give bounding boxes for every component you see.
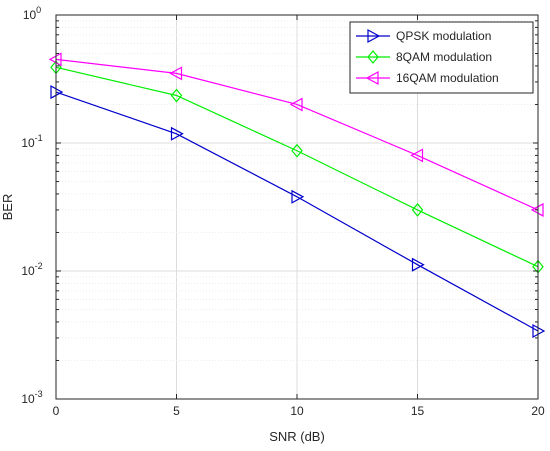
y-axis-label: BER: [0, 194, 15, 221]
x-tick-label: 20: [531, 404, 545, 418]
legend-marker: [367, 28, 381, 44]
x-tick-label: 15: [411, 404, 425, 418]
data-point: [170, 88, 183, 103]
x-tick-label: 0: [53, 404, 60, 418]
data-point: [291, 143, 303, 158]
legend-entry: 8QAM modulation: [356, 50, 492, 64]
series-line: [55, 91, 539, 332]
legend-marker: [365, 70, 379, 86]
y-tick-label: 10-3: [21, 389, 42, 406]
data-point: [411, 202, 424, 217]
data-point: [411, 257, 425, 272]
data-point: [170, 126, 184, 141]
axis-ticks: 0 5 10 15 20 10-3 10-2 10-1 100: [21, 5, 545, 418]
legend-label: 8QAM modulation: [396, 50, 492, 64]
legend-entry: 16QAM modulation: [356, 70, 499, 86]
data-point: [410, 148, 424, 163]
data-point: [169, 66, 183, 81]
x-axis-label: SNR (dB): [269, 429, 325, 444]
series-line: [55, 58, 539, 211]
series-line: [55, 66, 539, 268]
legend-box: [349, 21, 534, 94]
y-tick-label: 10-2: [21, 261, 42, 278]
legend-label: 16QAM modulation: [396, 71, 499, 85]
y-tick-label: 100: [23, 5, 41, 22]
x-tick-label: 10: [290, 404, 304, 418]
x-tick-label: 5: [173, 404, 180, 418]
legend-entry: QPSK modulation: [356, 28, 491, 44]
data-point: [291, 189, 305, 204]
legend: QPSK modulation 8QAM modulation 16QAM modu…: [349, 21, 534, 94]
legend-marker: [367, 50, 379, 64]
legend-label: QPSK modulation: [396, 29, 491, 43]
y-tick-label: 10-1: [21, 133, 42, 150]
data-point: [289, 97, 303, 112]
